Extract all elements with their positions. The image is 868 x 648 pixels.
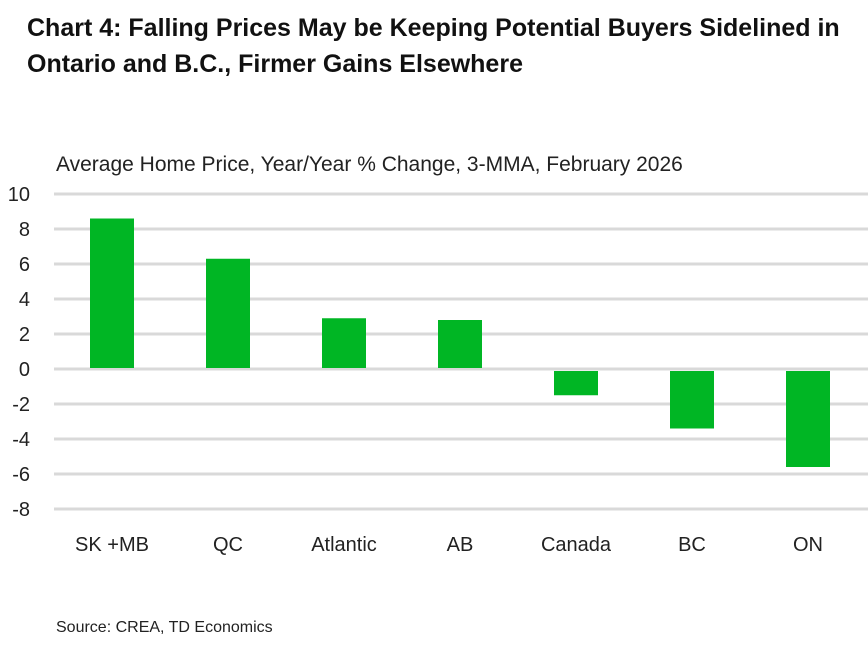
bar-qc	[206, 258, 250, 368]
y-tick-label: 10	[8, 184, 30, 206]
chart-subtitle: Average Home Price, Year/Year % Change, …	[56, 153, 683, 176]
y-tick-label: 6	[19, 254, 30, 276]
bar-atlantic	[322, 318, 366, 368]
x-category-label: ON	[793, 534, 823, 556]
y-tick-label: 8	[19, 219, 30, 241]
x-category-label: BC	[678, 534, 706, 556]
x-category-label: QC	[213, 534, 243, 556]
x-category-label: AB	[447, 534, 474, 556]
x-category-label: Canada	[541, 534, 612, 556]
chart-title: Chart 4: Falling Prices May be Keeping P…	[27, 14, 840, 78]
bar-sk-mb	[90, 218, 134, 368]
source-note: Source: CREA, TD Economics	[56, 619, 273, 636]
x-category-label: Atlantic	[311, 534, 377, 556]
y-tick-label: 4	[19, 289, 30, 311]
bar-ab	[438, 320, 482, 368]
y-tick-label: -2	[12, 394, 30, 416]
y-tick-label: -6	[12, 464, 30, 486]
bar-bc	[670, 371, 714, 429]
bar-on	[786, 371, 830, 467]
y-tick-label: -8	[12, 499, 30, 521]
y-tick-label: -4	[12, 429, 30, 451]
bar-canada	[554, 371, 598, 396]
y-tick-label: 0	[19, 359, 30, 381]
x-category-label: SK +MB	[75, 534, 149, 556]
y-tick-label: 2	[19, 324, 30, 346]
